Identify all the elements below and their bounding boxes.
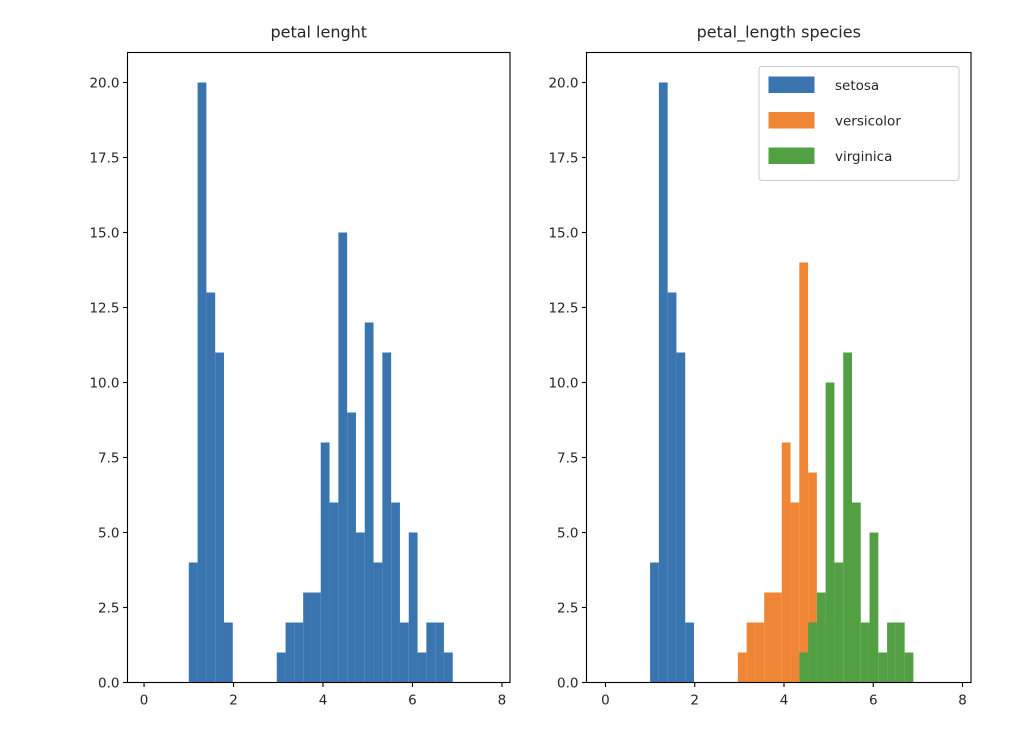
y-tick-label: 5.0 xyxy=(557,526,578,542)
x-tick-label: 8 xyxy=(498,693,507,709)
y-tick-label: 0.0 xyxy=(98,676,119,692)
bar-petal-length-bin-20 xyxy=(364,322,374,683)
x-tick-label: 0 xyxy=(140,693,149,709)
x-tick-label: 0 xyxy=(601,693,610,709)
chart-title: petal_length species xyxy=(697,23,861,43)
bars-group xyxy=(188,82,453,683)
bar-petal-length-bin-13 xyxy=(303,592,312,683)
bar-petal-length-bin-3 xyxy=(215,352,224,683)
bar-petal-length-bin-21 xyxy=(373,562,383,683)
y-tick-label: 7.5 xyxy=(557,451,578,467)
bar-virginica-bin-18 xyxy=(808,622,817,683)
legend: setosa versicolor virginica xyxy=(758,66,960,181)
y-tick-label: 20.0 xyxy=(89,76,119,92)
bar-petal-length-bin-14 xyxy=(311,592,321,683)
x-tick-label: 8 xyxy=(958,693,967,709)
bar-petal-length-bin-19 xyxy=(355,532,365,683)
legend-label-setosa: setosa xyxy=(835,78,879,94)
bar-versicolor-bin-18 xyxy=(808,472,817,683)
bar-setosa-bin-2 xyxy=(667,292,677,683)
y-tick-label: 20.0 xyxy=(548,76,578,92)
bar-virginica-bin-23 xyxy=(851,502,861,683)
y-tick-label: 2.5 xyxy=(557,601,578,617)
bar-virginica-bin-24 xyxy=(860,622,870,683)
x-tick-label: 2 xyxy=(690,693,699,709)
bar-virginica-bin-28 xyxy=(895,622,905,683)
bar-setosa-bin-3 xyxy=(676,352,686,683)
y-tick-label: 12.5 xyxy=(89,301,119,317)
bar-petal-length-bin-4 xyxy=(223,622,233,683)
chart-title: petal lenght xyxy=(270,23,367,42)
legend-label-virginica: virginica xyxy=(835,149,892,165)
bar-petal-length-bin-15 xyxy=(320,442,330,683)
bar-setosa-bin-0 xyxy=(650,562,659,683)
bar-petal-length-bin-26 xyxy=(417,652,427,683)
y-tick-label: 17.5 xyxy=(89,151,119,167)
axes-petal-lenght: petal lenght 0 2 4 6 8 0.0 2.5 5.0 7.5 10.0 12.5 15… xyxy=(89,23,511,709)
bar-versicolor-bin-10 xyxy=(737,652,747,683)
bar-versicolor-bin-13 xyxy=(764,592,773,683)
y-tick-label: 10.0 xyxy=(89,376,119,392)
bar-petal-length-bin-28 xyxy=(435,622,444,683)
bar-virginica-bin-21 xyxy=(834,562,844,683)
y-tick-label: 10.0 xyxy=(548,376,578,392)
bar-petal-length-bin-10 xyxy=(276,652,286,683)
bar-versicolor-bin-16 xyxy=(790,502,800,683)
y-tick-label: 12.5 xyxy=(548,301,578,317)
ticks-group: 0 2 4 6 8 0.0 2.5 5.0 7.5 10.0 12.5 15.0 17.5 20.0 xyxy=(548,76,966,709)
y-tick-label: 2.5 xyxy=(98,601,119,617)
y-tick-label: 15.0 xyxy=(89,226,119,242)
y-tick-label: 5.0 xyxy=(98,526,119,542)
legend-swatch-versicolor xyxy=(768,112,815,129)
x-tick-label: 4 xyxy=(780,693,789,709)
bar-petal-length-bin-11 xyxy=(285,622,295,683)
bar-petal-length-bin-27 xyxy=(426,622,436,683)
x-tick-label: 6 xyxy=(869,693,878,709)
bar-virginica-bin-17 xyxy=(799,652,809,683)
y-tick-label: 15.0 xyxy=(548,226,578,242)
bar-petal-length-bin-12 xyxy=(294,622,304,683)
bar-setosa-bin-4 xyxy=(685,622,694,683)
bar-versicolor-bin-11 xyxy=(746,622,756,683)
bar-virginica-bin-22 xyxy=(843,352,852,683)
ticks-group: 0 2 4 6 8 0.0 2.5 5.0 7.5 10.0 12.5 15.0 17.5 20.0 xyxy=(89,76,506,709)
bar-petal-length-bin-29 xyxy=(443,652,453,683)
bar-virginica-bin-26 xyxy=(878,652,888,683)
y-tick-label: 0.0 xyxy=(557,676,578,692)
bar-virginica-bin-27 xyxy=(887,622,896,683)
x-tick-label: 4 xyxy=(319,693,328,709)
bar-petal-length-bin-18 xyxy=(347,412,356,683)
bar-virginica-bin-25 xyxy=(869,532,879,683)
bar-setosa-bin-1 xyxy=(658,82,668,683)
bar-versicolor-bin-14 xyxy=(772,592,782,683)
bar-petal-length-bin-2 xyxy=(206,292,216,683)
legend-label-versicolor: versicolor xyxy=(835,114,901,130)
x-tick-label: 2 xyxy=(229,693,238,709)
bar-petal-length-bin-25 xyxy=(408,532,418,683)
bar-versicolor-bin-15 xyxy=(781,442,791,683)
axes-frame xyxy=(126,51,511,684)
axes-petal-length-species: petal_length species 0 2 4 6 8 0.0 2.5 5.0 7.5 10… xyxy=(548,23,972,709)
y-tick-label: 7.5 xyxy=(98,451,119,467)
legend-swatch-virginica xyxy=(768,147,815,164)
x-tick-label: 6 xyxy=(408,693,417,709)
bar-petal-length-bin-16 xyxy=(329,502,339,683)
bar-versicolor-bin-12 xyxy=(755,622,765,683)
bar-petal-length-bin-1 xyxy=(197,82,207,683)
axes-frame xyxy=(585,51,972,684)
bar-versicolor-bin-17 xyxy=(799,262,809,683)
bar-virginica-bin-19 xyxy=(816,592,826,683)
bar-virginica-bin-20 xyxy=(825,382,835,683)
legend-swatch-setosa xyxy=(768,76,815,93)
bar-petal-length-bin-24 xyxy=(399,622,409,683)
bar-petal-length-bin-17 xyxy=(338,232,348,683)
bars-group xyxy=(650,82,914,683)
bar-petal-length-bin-0 xyxy=(188,562,198,683)
bar-petal-length-bin-23 xyxy=(391,502,400,683)
bar-virginica-bin-29 xyxy=(904,652,914,683)
bar-petal-length-bin-22 xyxy=(382,352,392,683)
y-tick-label: 17.5 xyxy=(548,151,578,167)
